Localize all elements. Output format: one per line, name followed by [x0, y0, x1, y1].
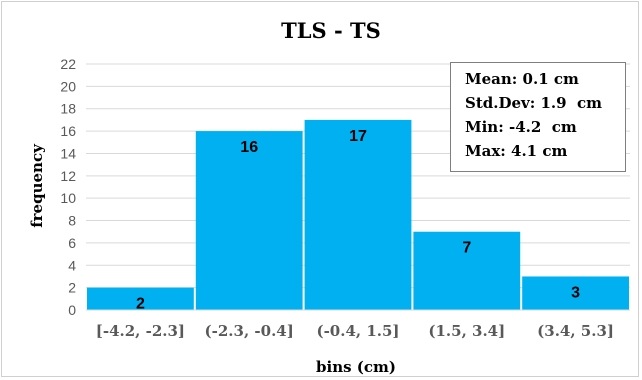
y-axis-label: frequency: [28, 143, 46, 228]
stats-mean: Mean: 0.1 cm: [465, 70, 579, 88]
y-tick-label: 10: [60, 190, 76, 206]
y-axis-ticks: 0 2 4 6 8 10 12 14 16 18 20 22: [60, 56, 76, 318]
y-tick-label: 12: [60, 168, 76, 184]
x-tick-label-2: (-0.4, 1.5]: [316, 322, 399, 340]
bar-0: [87, 287, 194, 310]
x-axis-label: bins (cm): [316, 358, 396, 376]
bar-1: [195, 131, 303, 310]
y-tick-label: 8: [68, 213, 76, 229]
stats-std-dev: Std.Dev: 1.9 cm: [465, 94, 603, 112]
stats-box: Mean: 0.1 cm Std.Dev: 1.9 cm Min: -4.2 c…: [450, 62, 626, 172]
y-tick-label: 4: [68, 257, 76, 273]
data-label-4: 3: [571, 284, 580, 301]
data-label-0: 2: [136, 296, 145, 313]
data-label-3: 7: [462, 240, 471, 257]
data-labels: 2 16 17 7 3: [136, 128, 580, 313]
x-tick-label-3: (1.5, 3.4]: [428, 322, 505, 340]
y-tick-label: 16: [60, 123, 76, 139]
x-tick-label-4: (3.4, 5.3]: [537, 322, 614, 340]
bar-4: [522, 276, 629, 310]
bar-3: [413, 231, 521, 310]
bar-2: [304, 119, 412, 310]
data-label-1: 16: [240, 139, 258, 156]
y-tick-label: 0: [68, 302, 76, 318]
y-tick-label: 20: [60, 78, 76, 94]
stats-min: Min: -4.2 cm: [465, 118, 577, 136]
data-label-2: 17: [349, 128, 367, 145]
x-tick-label-1: (-2.3, -0.4]: [205, 322, 294, 340]
y-tick-label: 18: [60, 101, 76, 117]
stats-max: Max: 4.1 cm: [465, 142, 568, 160]
y-tick-label: 22: [60, 56, 76, 72]
bars: [87, 119, 629, 310]
y-tick-label: 14: [60, 145, 76, 161]
y-tick-label: 2: [68, 280, 76, 296]
chart-title: TLS - TS: [281, 18, 381, 43]
y-tick-label: 6: [68, 235, 76, 251]
x-axis-ticks: [-4.2, -2.3] (-2.3, -0.4] (-0.4, 1.5] (1.5,…: [96, 322, 614, 340]
x-tick-label-0: [-4.2, -2.3]: [96, 322, 185, 340]
